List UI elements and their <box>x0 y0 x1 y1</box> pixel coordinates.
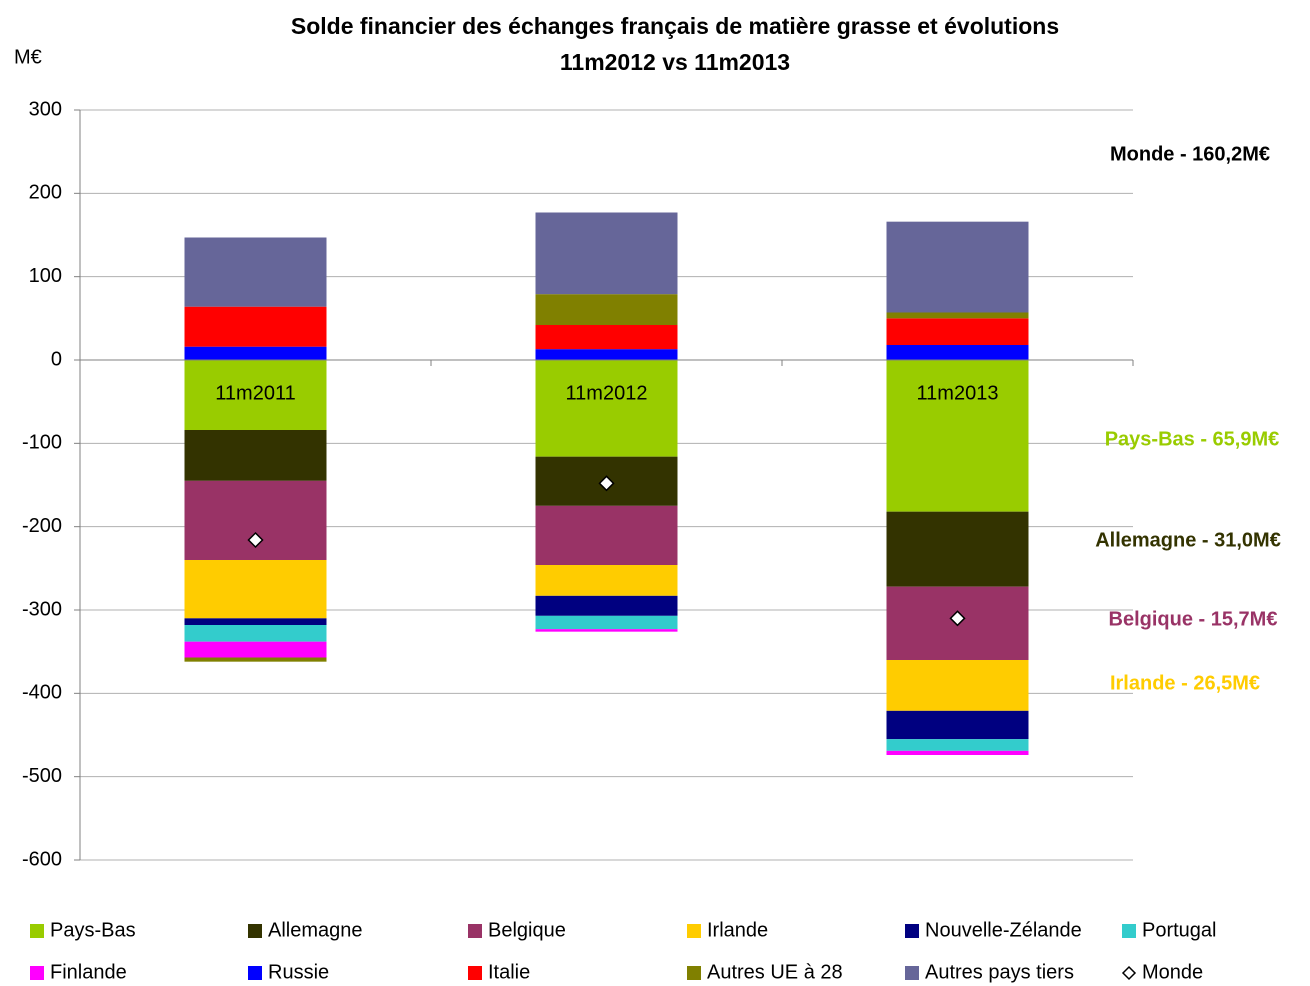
bar-segment <box>535 349 678 360</box>
y-tick-label: -500 <box>22 765 62 787</box>
y-tick-label: -400 <box>22 682 62 704</box>
bar-segment <box>886 360 1029 512</box>
monde-marker <box>598 475 615 492</box>
bar-segment <box>184 625 327 642</box>
legend-swatch <box>468 966 482 980</box>
legend-marker <box>1121 965 1137 981</box>
bar-segment <box>184 641 327 658</box>
legend-label: Autres UE à 28 <box>707 961 843 983</box>
bar-segment <box>886 312 1029 319</box>
bar-segment <box>184 360 327 430</box>
legend-label: Finlande <box>50 961 127 983</box>
y-tick-label: 300 <box>29 98 62 120</box>
bar-segment <box>535 565 678 596</box>
bar-segment <box>535 212 678 295</box>
legend-label: Irlande <box>707 919 768 941</box>
legend-swatch <box>687 966 701 980</box>
legend-label: Italie <box>488 961 530 983</box>
bar-segment <box>886 710 1029 740</box>
chart-title: Solde financier des échanges français de… <box>291 13 1059 39</box>
category-label: 11m2012 <box>566 382 648 404</box>
y-tick-label: 100 <box>29 265 62 287</box>
legend-label: Pays-Bas <box>50 919 136 941</box>
bar-segment <box>535 294 678 325</box>
legend-swatch <box>468 924 482 938</box>
bar-segment <box>184 306 327 347</box>
legend-label: Nouvelle-Zélande <box>925 919 1082 941</box>
bar-segment <box>184 480 327 560</box>
monde-marker <box>247 531 264 549</box>
bar-segment <box>886 318 1029 345</box>
bar-segment <box>886 221 1029 313</box>
legend-swatch <box>30 924 44 938</box>
bar-segment <box>184 237 327 307</box>
category-label: 11m2011 <box>215 382 295 404</box>
y-tick-label: -600 <box>22 848 62 870</box>
bar-segment <box>535 615 678 630</box>
monde-marker <box>949 610 966 627</box>
legend-swatch <box>248 924 262 938</box>
bar-segment <box>535 595 678 616</box>
legend-swatch <box>30 966 44 980</box>
legend-swatch <box>1122 924 1136 938</box>
legend-swatch <box>687 924 701 938</box>
bar-segment <box>535 629 678 632</box>
bar-segment <box>886 345 1029 360</box>
bar-segment <box>886 660 1029 711</box>
legend-swatch <box>905 966 919 980</box>
bar-segment <box>886 739 1029 751</box>
legend-label: Autres pays tiers <box>925 961 1074 983</box>
legend-label: Belgique <box>488 919 566 941</box>
bar-segment <box>535 325 678 350</box>
y-axis-label: M€ <box>14 46 42 68</box>
bar-segment <box>184 346 327 360</box>
bar-segment <box>535 360 678 457</box>
bar-segment <box>886 511 1029 587</box>
y-tick-label: -300 <box>22 598 62 620</box>
legend-label: Allemagne <box>268 919 363 941</box>
legend-swatch <box>248 966 262 980</box>
annotation: Irlande - 26,5M€ <box>1110 672 1260 694</box>
legend-label: Monde <box>1142 961 1203 983</box>
chart-subtitle: 11m2012 vs 11m2013 <box>560 49 790 75</box>
legend-swatch <box>905 924 919 938</box>
y-tick-label: -100 <box>22 432 62 454</box>
bar-segment <box>184 657 327 662</box>
bar-segment <box>184 430 327 481</box>
y-tick-label: 0 <box>51 348 62 370</box>
legend-label: Portugal <box>1142 919 1217 941</box>
y-tick-label: -200 <box>22 515 62 537</box>
bar-segment <box>184 618 327 625</box>
bar-segment <box>886 750 1029 755</box>
annotation: Allemagne - 31,0M€ <box>1095 529 1281 551</box>
bar-segment <box>535 505 678 565</box>
annotation: Monde - 160,2M€ <box>1110 143 1270 165</box>
y-tick-label: 200 <box>29 182 62 204</box>
category-label: 11m2013 <box>917 382 999 404</box>
bar-segment <box>184 560 327 619</box>
legend-label: Russie <box>268 961 329 983</box>
annotation: Belgique - 15,7M€ <box>1109 608 1278 630</box>
annotation: Pays-Bas - 65,9M€ <box>1105 428 1280 450</box>
